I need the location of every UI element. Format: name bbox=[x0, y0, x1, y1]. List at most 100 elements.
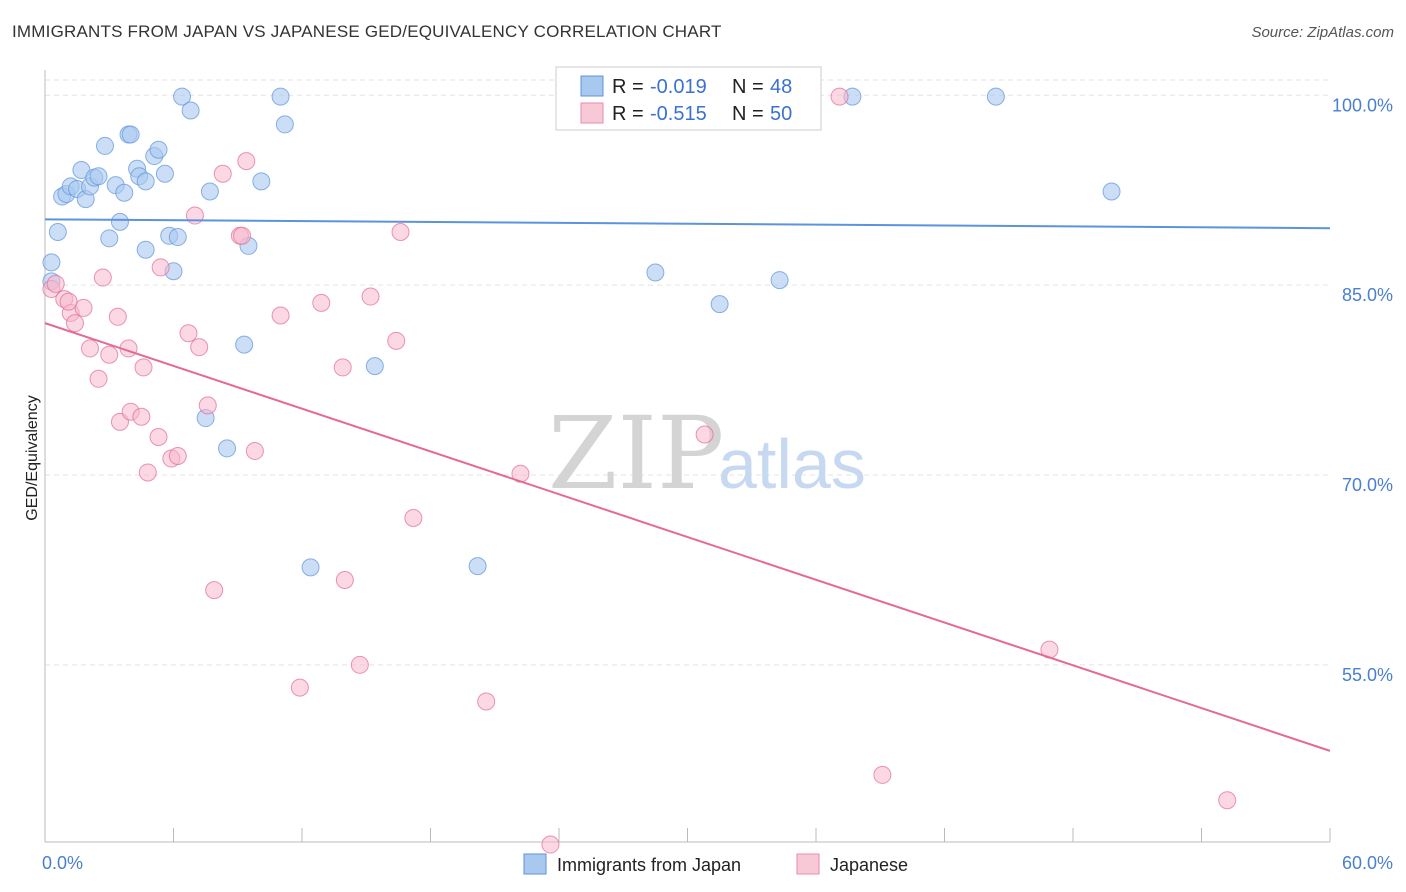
point-japanese bbox=[46, 274, 65, 293]
point-japanese bbox=[89, 369, 108, 388]
point-japanese bbox=[80, 339, 99, 358]
point-japan-immigrants bbox=[89, 167, 108, 186]
legend-r-label: R = bbox=[612, 103, 644, 125]
legend-label-japanese: Japanese bbox=[830, 855, 908, 875]
point-japanese bbox=[74, 298, 93, 317]
point-japan-immigrants bbox=[365, 357, 384, 376]
y-tick-label: 100.0% bbox=[1332, 95, 1393, 115]
point-japan-immigrants bbox=[271, 87, 290, 106]
x-tick-label: 60.0% bbox=[1342, 853, 1393, 873]
point-japan-immigrants bbox=[155, 164, 174, 183]
watermark-zip: ZIP bbox=[548, 395, 724, 512]
point-japanese bbox=[138, 463, 157, 482]
legend-r-value: -0.515 bbox=[650, 103, 707, 125]
point-japanese bbox=[93, 268, 112, 287]
point-japanese bbox=[190, 338, 209, 357]
point-japan-immigrants bbox=[1102, 182, 1121, 201]
legend-swatch-japan-immigrants bbox=[523, 853, 547, 875]
point-japanese bbox=[59, 292, 78, 311]
point-japanese bbox=[168, 447, 187, 465]
legend-swatch-japanese bbox=[580, 102, 604, 124]
point-japan-immigrants bbox=[149, 140, 168, 159]
point-japan-immigrants bbox=[48, 222, 67, 241]
point-japan-immigrants bbox=[136, 172, 155, 191]
legend-r-value: -0.019 bbox=[650, 76, 707, 98]
series-legend: Immigrants from Japan Japanese bbox=[523, 853, 908, 875]
y-axis-title: GED/Equivalency bbox=[24, 395, 41, 520]
point-japanese bbox=[233, 226, 252, 245]
axes bbox=[44, 70, 1331, 843]
point-japanese bbox=[65, 314, 84, 333]
legend-label-japan-immigrants: Immigrants from Japan bbox=[557, 855, 741, 875]
point-japanese bbox=[477, 692, 496, 711]
legend-n-label: N = bbox=[732, 76, 764, 98]
point-japan-immigrants bbox=[986, 87, 1005, 106]
point-japanese bbox=[335, 571, 354, 590]
watermark: ZIP atlas bbox=[548, 395, 866, 512]
point-japan-immigrants bbox=[218, 439, 237, 458]
point-japan-immigrants bbox=[121, 125, 140, 144]
legend-swatch-japan-immigrants bbox=[580, 75, 604, 97]
point-japan-immigrants bbox=[252, 172, 271, 191]
point-japanese bbox=[361, 287, 380, 306]
point-japanese bbox=[404, 509, 423, 528]
source-label: Source: ZipAtlas.com bbox=[1251, 24, 1394, 41]
point-japanese bbox=[387, 331, 406, 350]
point-japanese bbox=[312, 293, 331, 312]
point-japanese bbox=[350, 655, 369, 674]
point-japan-immigrants bbox=[95, 136, 114, 155]
trend-lines bbox=[44, 218, 1331, 752]
legend-swatch-japanese bbox=[796, 853, 820, 875]
point-japan-immigrants bbox=[275, 115, 294, 134]
y-tick-label: 55.0% bbox=[1342, 665, 1393, 685]
point-japan-immigrants bbox=[200, 182, 219, 201]
point-japan-immigrants bbox=[42, 253, 61, 272]
legend-r-label: R = bbox=[612, 76, 644, 98]
point-japan-immigrants bbox=[235, 335, 254, 354]
point-japanese bbox=[100, 345, 119, 364]
point-japan-immigrants bbox=[710, 295, 729, 314]
watermark-atlas: atlas bbox=[718, 425, 866, 503]
point-japan-immigrants bbox=[168, 228, 187, 247]
point-japanese bbox=[271, 306, 290, 325]
point-japan-immigrants bbox=[468, 557, 487, 576]
y-tick-label: 85.0% bbox=[1342, 285, 1393, 305]
point-japanese bbox=[179, 324, 198, 343]
gridlines bbox=[45, 79, 1330, 666]
legend-n-value: 50 bbox=[770, 103, 792, 125]
point-japanese bbox=[333, 358, 352, 377]
point-japanese bbox=[134, 358, 153, 377]
point-japanese bbox=[108, 307, 127, 326]
x-tick-labels: 0.0% 60.0% bbox=[42, 853, 1393, 873]
trend-line-japanese bbox=[44, 322, 1331, 752]
data-points bbox=[42, 87, 1237, 854]
chart-title: IMMIGRANTS FROM JAPAN VS JAPANESE GED/EQ… bbox=[12, 22, 722, 41]
point-japan-immigrants bbox=[100, 229, 119, 248]
point-japanese bbox=[391, 222, 410, 241]
point-japan-immigrants bbox=[181, 101, 200, 120]
point-japanese bbox=[245, 441, 264, 460]
point-japanese bbox=[695, 425, 714, 444]
point-japanese bbox=[205, 581, 224, 600]
point-japan-immigrants bbox=[301, 558, 320, 577]
point-japanese bbox=[132, 407, 151, 426]
point-japan-immigrants bbox=[136, 240, 155, 259]
point-japan-immigrants bbox=[646, 263, 665, 282]
y-tick-labels: 55.0% 70.0% 85.0% 100.0% bbox=[1332, 95, 1393, 685]
x-tick-label: 0.0% bbox=[42, 853, 83, 873]
legend-n-value: 48 bbox=[770, 76, 792, 98]
y-tick-label: 70.0% bbox=[1342, 475, 1393, 495]
point-japan-immigrants bbox=[770, 271, 789, 290]
point-japanese bbox=[149, 428, 168, 447]
point-japanese bbox=[830, 87, 849, 106]
point-japanese bbox=[873, 765, 892, 784]
point-japanese bbox=[237, 152, 256, 171]
point-japanese bbox=[541, 835, 560, 854]
point-japan-immigrants bbox=[173, 87, 192, 106]
point-japanese bbox=[185, 206, 204, 225]
point-japanese bbox=[198, 396, 217, 415]
correlation-legend: R = -0.019 N = 48 R = -0.515 N = 50 bbox=[555, 66, 822, 131]
point-japanese bbox=[1218, 791, 1237, 810]
point-japanese bbox=[151, 258, 170, 277]
